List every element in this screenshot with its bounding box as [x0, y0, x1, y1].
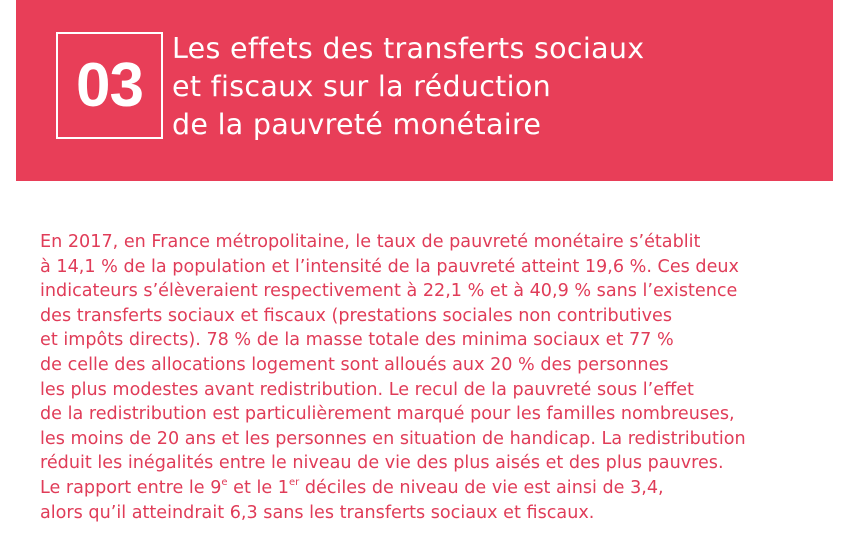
text-line: réduit les inégalités entre le niveau de… [40, 453, 724, 474]
superscript: er [288, 476, 300, 488]
text-line: des transferts sociaux et fiscaux (prest… [40, 305, 673, 326]
title-line: Les effets des transferts sociaux [172, 32, 645, 65]
text-span: déciles de niveau de vie est ainsi de 3,… [299, 477, 664, 498]
chapter-title: Les effets des transferts sociaux et fis… [172, 30, 644, 144]
title-line: de la pauvreté monétaire [172, 108, 542, 141]
text-line: indicateurs s’élèveraient respectivement… [40, 281, 738, 302]
chapter-header-banner: 03 [16, 0, 833, 181]
text-line: de la redistribution est particulièremen… [40, 404, 735, 425]
text-line: alors qu’il atteindrait 6,3 sans les tra… [40, 502, 595, 523]
text-line: les plus modestes avant redistribution. … [40, 379, 694, 400]
superscript: e [221, 476, 228, 488]
text-line: Le rapport entre le 9e et le 1er déciles… [40, 476, 746, 501]
text-line: de celle des allocations logement sont a… [40, 354, 669, 375]
title-line: et fiscaux sur la réduction [172, 70, 551, 103]
text-line: à 14,1 % de la population et l’intensité… [40, 256, 739, 277]
text-line: En 2017, en France métropolitaine, le ta… [40, 232, 701, 252]
text-line: et impôts directs). 78 % de la masse tot… [40, 330, 674, 351]
text-span: Le rapport entre le 9 [40, 477, 222, 498]
text-span: et le 1 [227, 477, 289, 498]
chapter-number: 03 [56, 32, 163, 139]
body-paragraph: En 2017, en France métropolitaine, le ta… [40, 230, 746, 525]
text-line: les moins de 20 ans et les personnes en … [40, 428, 746, 449]
